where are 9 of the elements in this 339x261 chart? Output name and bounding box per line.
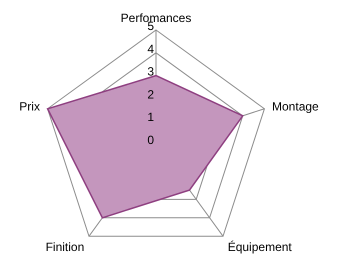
- y-tick-label: 3: [147, 64, 154, 79]
- y-tick-label: 4: [147, 42, 154, 56]
- spoke-label: Équipement: [228, 240, 292, 254]
- y-tick-label: 0: [147, 133, 154, 147]
- spoke-label: Montage: [272, 100, 320, 114]
- spoke-label: Prix: [19, 100, 40, 114]
- spoke-label: Finition: [46, 240, 84, 254]
- y-tick-label: 1: [147, 110, 154, 124]
- y-tick-label: 2: [147, 87, 154, 102]
